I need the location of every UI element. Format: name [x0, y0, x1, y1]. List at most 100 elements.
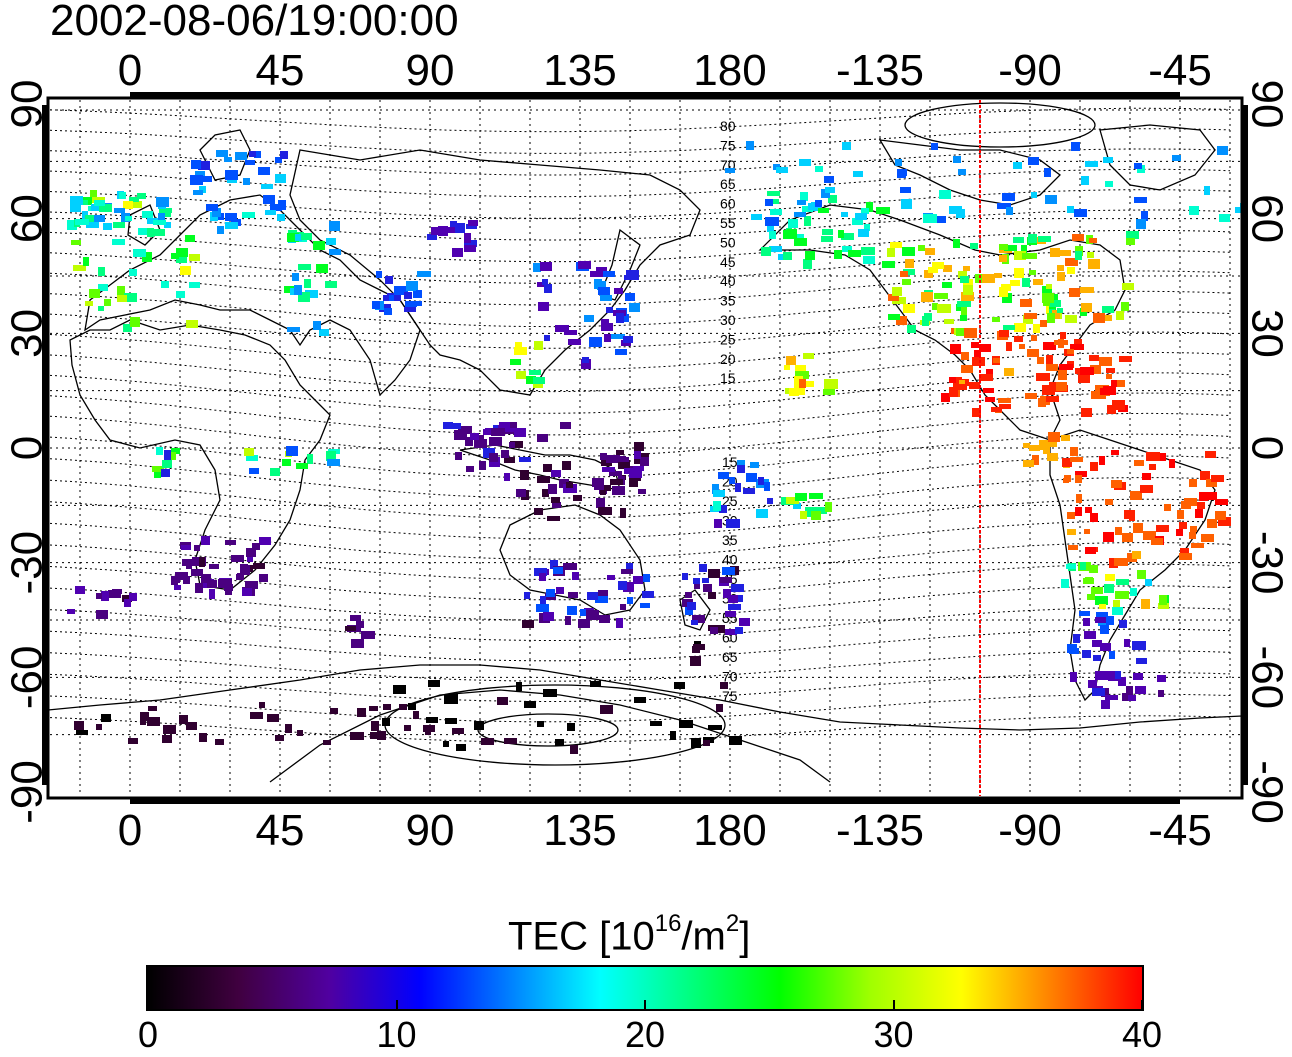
- tec-cell: [685, 592, 692, 598]
- tec-cell: [861, 247, 875, 255]
- tec-cell: [443, 741, 449, 747]
- tec-cell: [969, 382, 980, 389]
- tec-cell: [171, 576, 178, 585]
- tec-cell: [650, 721, 662, 726]
- tec-cell: [634, 451, 641, 459]
- tec-cell: [533, 263, 541, 272]
- tec-cell: [1081, 176, 1089, 185]
- tec-cell: [1024, 313, 1037, 319]
- tec-cell: [1109, 558, 1118, 568]
- tec-cell: [265, 210, 276, 215]
- tec-cell: [1004, 245, 1017, 251]
- tec-cell: [1189, 206, 1199, 215]
- tec-cell: [286, 446, 298, 456]
- tec-cell: [98, 284, 108, 291]
- tec-cell: [445, 718, 457, 724]
- tec-cell: [404, 307, 416, 312]
- contour-line: [49, 128, 1231, 154]
- tec-cell: [161, 281, 169, 288]
- contour-label: 20: [720, 351, 736, 367]
- tec-cell: [1106, 374, 1112, 379]
- tec-cell: [209, 564, 219, 569]
- tec-cell: [703, 740, 710, 746]
- tec-cell: [623, 582, 634, 592]
- tec-cell: [1043, 342, 1056, 350]
- tec-cell: [526, 376, 536, 384]
- tec-cell: [578, 261, 591, 269]
- tec-cell: [510, 359, 521, 365]
- tec-cell: [932, 262, 944, 269]
- tec-cell: [609, 471, 622, 476]
- tec-cell: [259, 537, 271, 545]
- map-title: 2002-08-06/19:00:00: [50, 0, 459, 45]
- tec-cell: [815, 200, 822, 207]
- tec-cell: [524, 592, 530, 599]
- tec-cell: [970, 243, 978, 249]
- tec-cell: [624, 468, 637, 474]
- tec-cell: [1124, 639, 1130, 647]
- tec-cell: [1121, 302, 1129, 311]
- tec-cell: [751, 214, 762, 220]
- tec-cell: [249, 468, 259, 474]
- tec-cell: [767, 225, 774, 232]
- tec-cell: [572, 572, 579, 580]
- tec-cell: [794, 386, 805, 395]
- tec-cell: [246, 548, 256, 557]
- contour-label: 75: [720, 137, 736, 153]
- tec-cell: [714, 519, 722, 528]
- tec-cell: [1079, 611, 1090, 616]
- tec-cell: [117, 295, 127, 302]
- tec-cell: [559, 479, 569, 488]
- tec-cell: [776, 167, 788, 173]
- tec-cell: [1057, 265, 1064, 271]
- tec-cell: [164, 222, 171, 228]
- tec-cell: [175, 572, 188, 580]
- tec-cell: [551, 497, 560, 503]
- tec-cell: [842, 142, 851, 150]
- tec-cell: [199, 186, 206, 193]
- tec-cell: [1119, 356, 1132, 362]
- tec-cell: [793, 503, 801, 509]
- tec-cell: [834, 250, 842, 259]
- colorbar-title-unit: /m: [681, 914, 726, 959]
- tec-cell: [1067, 349, 1074, 354]
- tec-cell: [606, 307, 613, 313]
- tec-cell: [75, 219, 89, 225]
- tec-cell: [1111, 380, 1117, 387]
- tec-cell: [1189, 532, 1196, 539]
- contour-label: 65: [722, 649, 738, 665]
- tec-cell: [794, 376, 803, 386]
- tec-cell: [1128, 695, 1136, 701]
- tec-cell: [925, 248, 935, 255]
- tec-cell: [176, 248, 188, 257]
- contour-line: [49, 477, 1231, 519]
- tec-cell: [225, 170, 238, 180]
- tec-cell: [570, 745, 578, 754]
- tec-cell: [1070, 447, 1078, 456]
- tec-cell: [285, 724, 292, 733]
- tec-cell: [1136, 658, 1147, 664]
- tec-cell: [1022, 253, 1033, 259]
- tec-cell: [101, 714, 111, 722]
- tec-cell: [413, 290, 422, 298]
- tec-cell: [408, 703, 416, 710]
- tec-cell: [702, 578, 709, 583]
- tec-cell: [765, 199, 773, 206]
- tec-cell: [1179, 553, 1192, 560]
- tec-cell: [393, 685, 406, 694]
- tec-cell: [1132, 641, 1146, 650]
- tec-cell: [497, 697, 508, 705]
- tec-cell: [199, 557, 205, 567]
- tec-cell: [1235, 207, 1242, 213]
- tec-cell: [1049, 300, 1061, 307]
- tec-cell: [600, 295, 612, 301]
- tec-cell: [225, 540, 236, 545]
- tec-cell: [601, 319, 609, 325]
- tec-cell: [504, 473, 510, 481]
- tec-cell: [383, 704, 391, 710]
- tec-cell: [292, 273, 299, 281]
- tec-cell: [191, 569, 203, 576]
- tec-cell: [640, 603, 650, 608]
- tec-cell: [209, 589, 215, 599]
- tec-cell: [514, 428, 526, 437]
